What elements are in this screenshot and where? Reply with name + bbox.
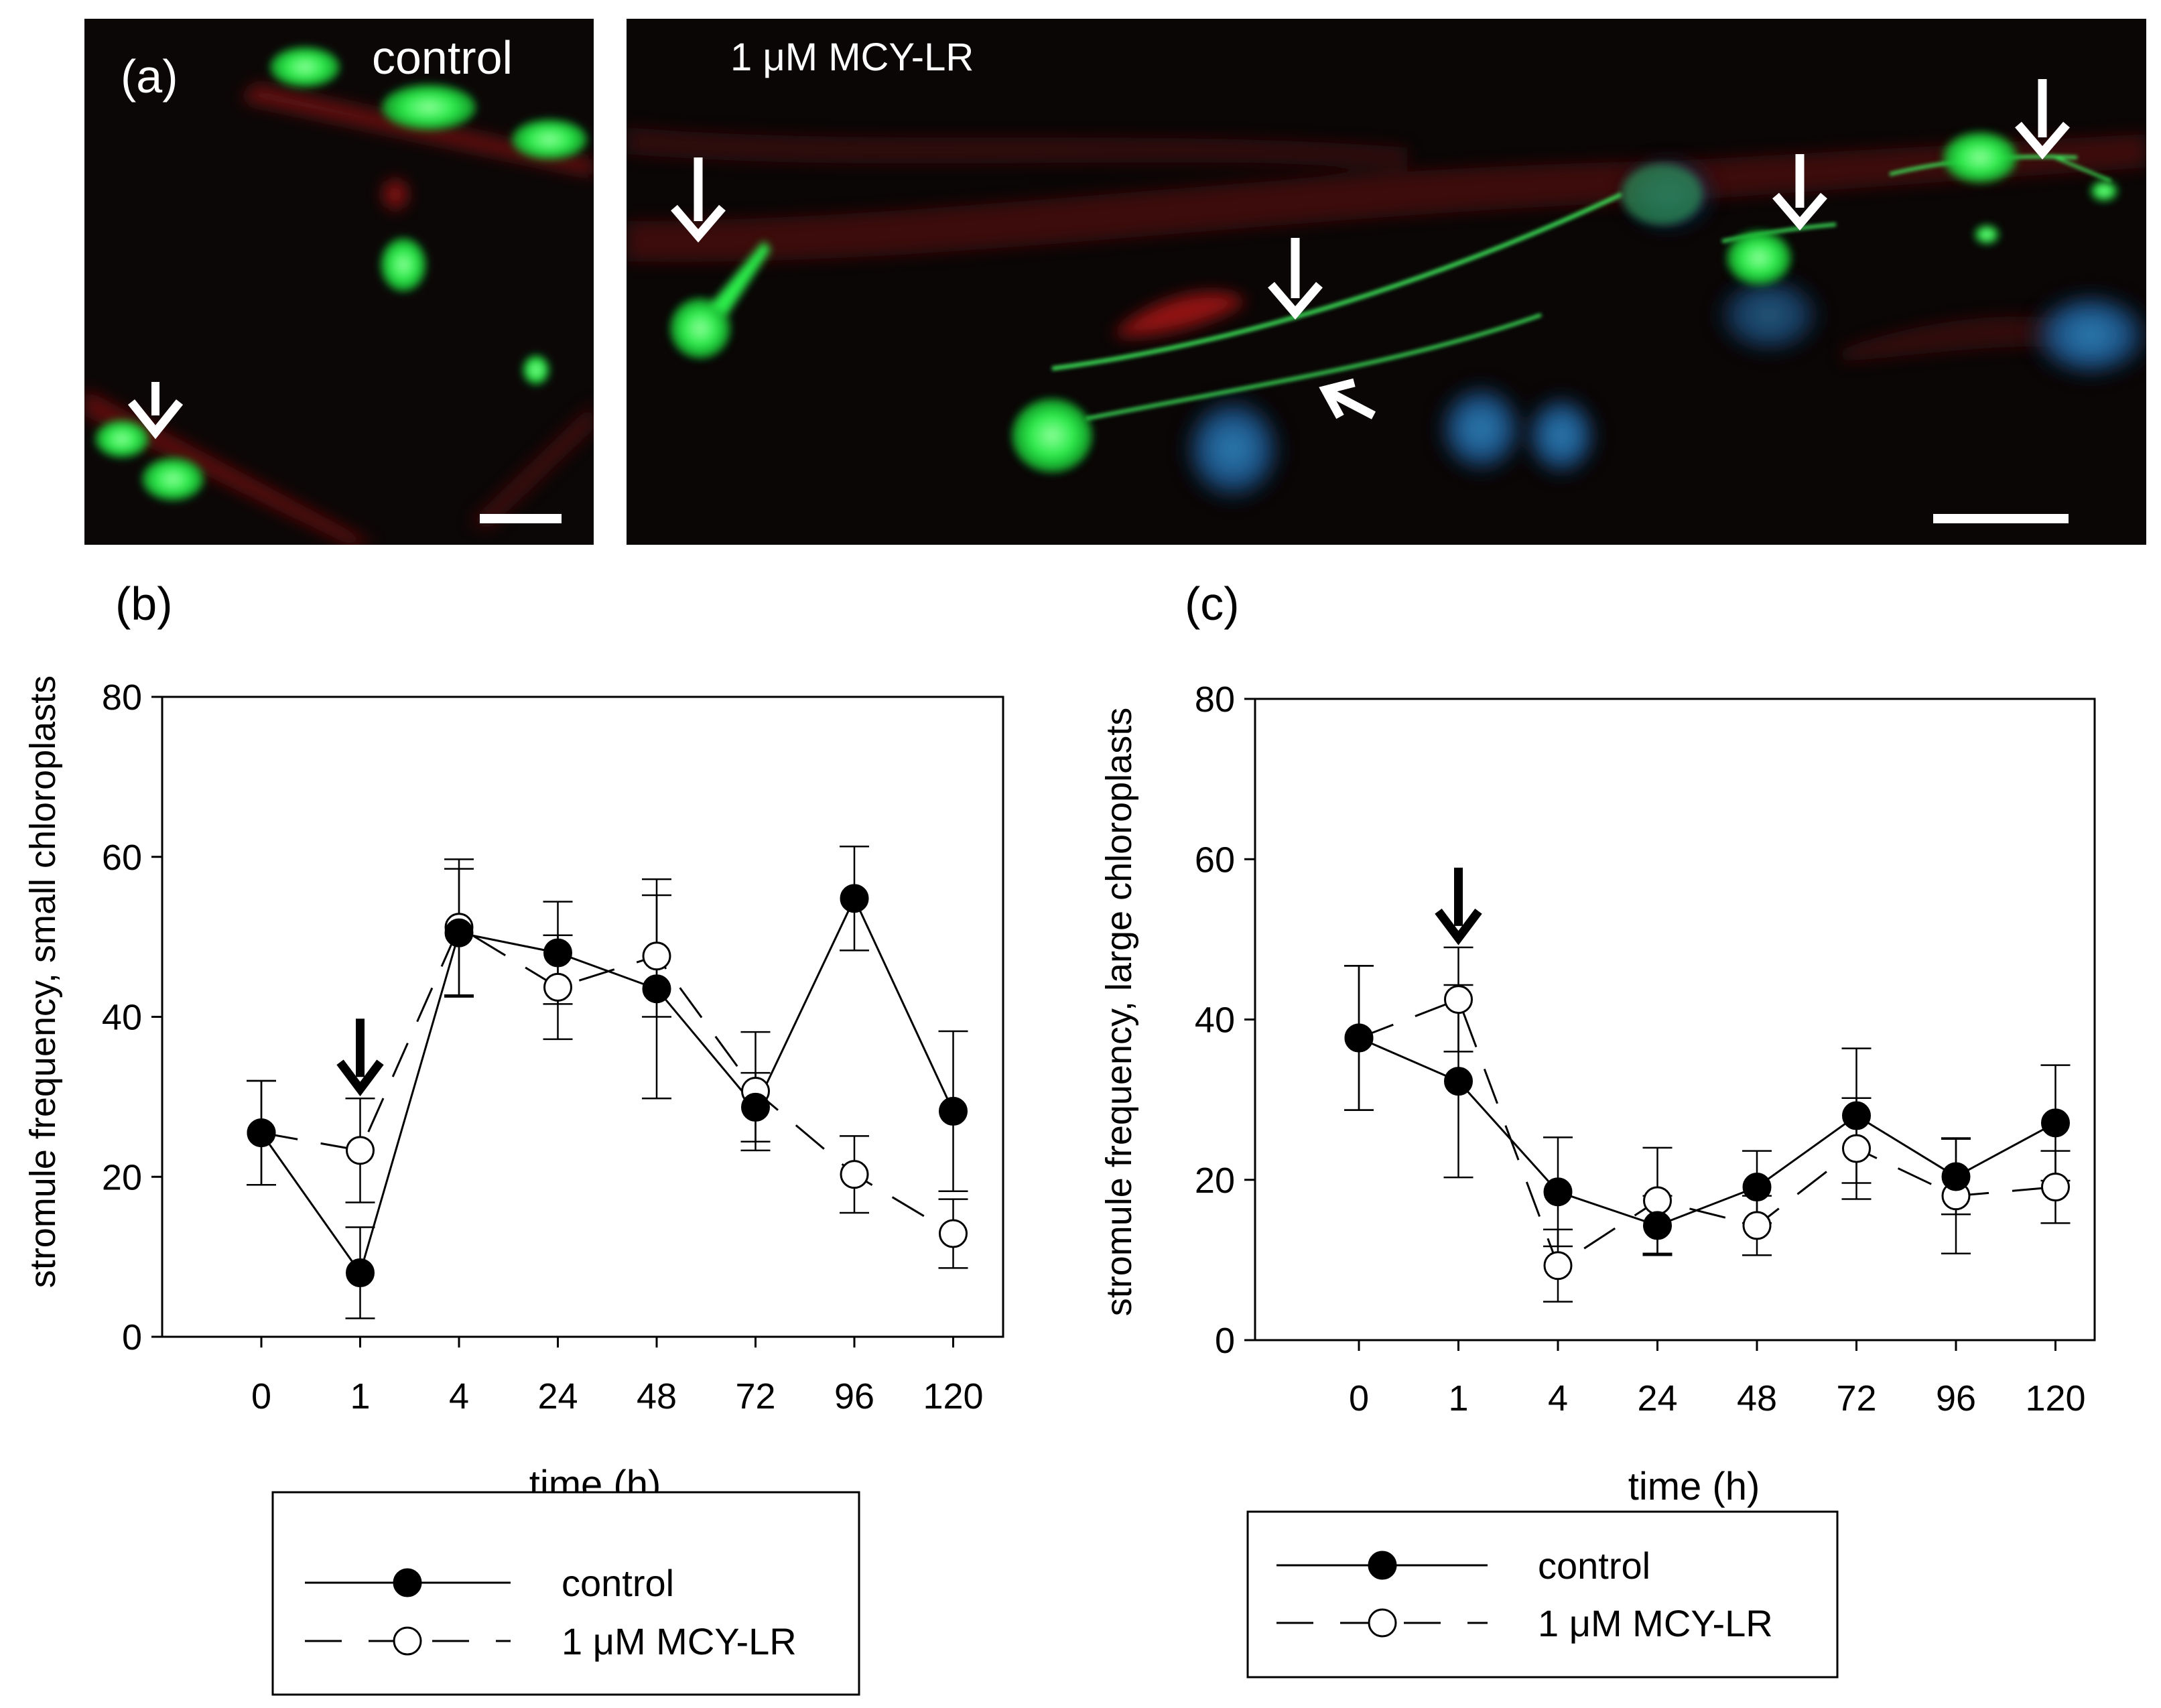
data-point-control — [1644, 1212, 1671, 1239]
data-point-mcy-lr — [940, 1220, 967, 1247]
y-tick-label: 0 — [122, 1317, 142, 1358]
x-tick-label: 24 — [1637, 1378, 1677, 1419]
y-tick-label: 60 — [1195, 840, 1235, 880]
y-axis-label: stromule frequency, small chloroplasts — [23, 675, 63, 1288]
data-point-mcy-lr — [643, 943, 670, 970]
x-tick-label: 1 — [1448, 1378, 1468, 1419]
data-point-mcy-lr — [1644, 1187, 1671, 1214]
legend-box — [1248, 1512, 1837, 1677]
legend-marker-mcy-lr — [1369, 1610, 1396, 1636]
x-tick-label: 72 — [1836, 1378, 1876, 1419]
data-point-control — [1346, 1025, 1372, 1051]
data-point-mcy-lr — [1744, 1212, 1770, 1239]
chart-large-chloroplasts: (c) 0 20 40 60 80 0 1 4 24 48 72 96 120 time (h) st… — [1099, 578, 2095, 1677]
legend-label-control: control — [562, 1562, 674, 1604]
data-point-control — [643, 976, 670, 1002]
data-point-control — [1943, 1163, 1969, 1190]
legend: control 1 μM MCY-LR — [1248, 1512, 1837, 1677]
y-axis-label: stromule frequency, large chloroplasts — [1099, 708, 1139, 1316]
legend-marker-mcy-lr — [394, 1628, 421, 1654]
data-point-mcy-lr — [347, 1137, 374, 1164]
data-point-control — [545, 939, 572, 966]
legend-label-mcy-lr: 1 μM MCY-LR — [1538, 1602, 1773, 1644]
x-tick-label: 72 — [735, 1376, 775, 1417]
treatment-arrow-icon — [340, 1019, 381, 1089]
legend: control 1 μM MCY-LR — [273, 1492, 859, 1695]
data-point-mcy-lr — [2042, 1174, 2069, 1201]
data-point-mcy-lr — [1843, 1135, 1870, 1162]
y-tick-label: 20 — [1195, 1161, 1235, 1201]
x-tick-label: 48 — [1737, 1378, 1777, 1419]
data-point-control — [841, 885, 868, 912]
y-tick-label: 40 — [102, 998, 142, 1038]
plot-area — [1344, 868, 2071, 1302]
y-tick-label: 60 — [102, 838, 142, 878]
data-point-control — [742, 1094, 769, 1120]
x-tick-label: 1 — [350, 1376, 370, 1417]
x-tick-label: 4 — [449, 1376, 469, 1417]
legend-label-control: control — [1538, 1545, 1650, 1587]
data-point-control — [446, 919, 472, 946]
x-axis-label: time (h) — [1628, 1465, 1760, 1508]
data-point-mcy-lr — [841, 1161, 868, 1188]
data-point-control — [1843, 1102, 1870, 1129]
x-tick-label: 0 — [1349, 1378, 1369, 1419]
y-tick-label: 40 — [1195, 1000, 1235, 1041]
scale-bar — [1933, 514, 2069, 523]
series-line-mcy-lr — [1359, 1000, 2056, 1266]
legend-marker-control — [1369, 1552, 1396, 1579]
scale-bar — [480, 514, 562, 523]
plot-frame — [162, 697, 1003, 1337]
treatment-arrow-icon — [1439, 868, 1479, 938]
micrograph-control: (a) control — [84, 19, 594, 545]
data-point-mcy-lr — [1545, 1252, 1571, 1279]
y-tick-label: 80 — [1195, 679, 1235, 720]
panel-label-b: (b) — [115, 578, 173, 630]
micrograph-caption-mcy-lr: 1 μM MCY-LR — [730, 36, 974, 79]
panel-label-c: (c) — [1185, 578, 1240, 630]
y-axis: 0 20 40 60 80 — [102, 677, 162, 1358]
data-point-control — [1744, 1174, 1770, 1201]
data-point-control — [940, 1098, 967, 1124]
x-tick-label: 96 — [1936, 1378, 1976, 1419]
y-tick-label: 80 — [102, 677, 142, 718]
data-point-mcy-lr — [545, 974, 572, 1000]
legend-marker-control — [394, 1569, 421, 1596]
x-tick-label: 120 — [2025, 1378, 2085, 1419]
micrograph-mcy-lr: 1 μM MCY-LR — [627, 19, 2151, 545]
legend-label-mcy-lr: 1 μM MCY-LR — [562, 1620, 797, 1662]
y-tick-label: 0 — [1215, 1321, 1235, 1361]
micrograph-caption-control: control — [372, 31, 513, 84]
x-tick-label: 96 — [834, 1376, 874, 1417]
plot-area — [247, 846, 968, 1318]
x-axis: 0 1 4 24 48 72 96 120 — [1349, 1340, 2086, 1419]
data-point-control — [2042, 1110, 2069, 1136]
micrograph-panel-label-a: (a) — [121, 50, 178, 103]
x-axis: 0 1 4 24 48 72 96 120 — [251, 1337, 984, 1417]
data-point-control — [1445, 1068, 1472, 1095]
data-point-control — [347, 1260, 374, 1287]
data-point-control — [1545, 1179, 1571, 1205]
x-tick-label: 24 — [537, 1376, 578, 1417]
x-tick-label: 4 — [1548, 1378, 1568, 1419]
y-axis: 0 20 40 60 80 — [1195, 679, 1255, 1361]
data-point-mcy-lr — [1445, 986, 1472, 1013]
x-tick-label: 120 — [923, 1376, 983, 1417]
plot-frame — [1255, 699, 2095, 1340]
x-tick-label: 48 — [637, 1376, 677, 1417]
data-point-control — [248, 1120, 275, 1146]
x-tick-label: 0 — [251, 1376, 271, 1417]
y-tick-label: 20 — [102, 1157, 142, 1197]
